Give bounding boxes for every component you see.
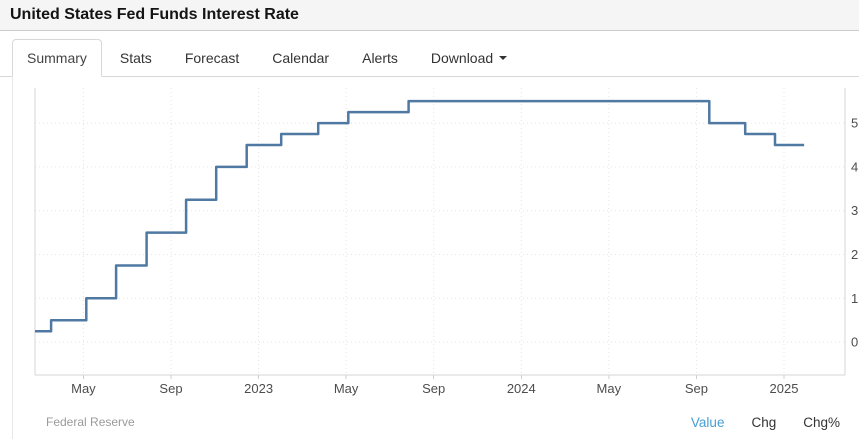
tab-summary[interactable]: Summary (12, 39, 102, 77)
tab-download[interactable]: Download (416, 39, 522, 77)
y-axis-tick-label: 4 (851, 159, 858, 174)
tab-calendar[interactable]: Calendar (257, 39, 344, 77)
tab-stats-label: Stats (119, 50, 152, 66)
tab-calendar-label: Calendar (272, 50, 330, 66)
x-axis-tick-label: May (334, 381, 359, 396)
x-axis-tick-label: May (71, 381, 96, 396)
tab-forecast[interactable]: Forecast (170, 39, 254, 77)
tab-bar: Summary Stats Forecast Calendar Alerts D… (0, 31, 859, 77)
chart-footer: Federal Reserve Value Chg Chg% (12, 405, 859, 439)
x-axis-tick-label: May (597, 381, 622, 396)
chart-area: 0 1 2 3 4 5 May Sep 2023 May Sep 2024 May Sep 2025 (0, 77, 859, 405)
y-axis-tick-label: 5 (851, 116, 858, 131)
x-axis-tick-label: Sep (422, 381, 445, 396)
value-link[interactable]: Value (690, 414, 725, 430)
source-label: Federal Reserve (46, 415, 135, 429)
caret-down-icon (499, 56, 508, 60)
tab-download-label: Download (430, 50, 494, 66)
y-axis-tick-label: 1 (851, 291, 858, 306)
tab-stats[interactable]: Stats (105, 39, 167, 77)
x-axis-tick-label: Sep (159, 381, 182, 396)
chg-percent-link[interactable]: Chg% (803, 414, 840, 430)
fed-funds-step-chart: 0 1 2 3 4 5 May Sep 2023 May Sep 2024 May Sep 2025 (12, 77, 858, 405)
tab-forecast-label: Forecast (184, 50, 240, 66)
y-axis-tick-label: 0 (851, 335, 858, 350)
x-axis-tick-label: Sep (685, 381, 708, 396)
page-title: United States Fed Funds Interest Rate (10, 6, 299, 23)
chg-link[interactable]: Chg (751, 414, 777, 430)
y-axis-tick-label: 2 (851, 247, 858, 262)
x-axis-tick-label: 2024 (507, 381, 536, 396)
x-axis-tick-label: 2025 (770, 381, 799, 396)
fed-funds-rate-line (35, 99, 805, 333)
x-axis-tick-label: 2023 (244, 381, 273, 396)
y-axis-tick-label: 3 (851, 203, 858, 218)
tab-alerts-label: Alerts (362, 50, 398, 66)
tab-alerts[interactable]: Alerts (347, 39, 413, 77)
tab-summary-label: Summary (27, 50, 87, 66)
footer-links: Value Chg Chg% (691, 415, 840, 430)
title-bar: United States Fed Funds Interest Rate (0, 0, 859, 31)
